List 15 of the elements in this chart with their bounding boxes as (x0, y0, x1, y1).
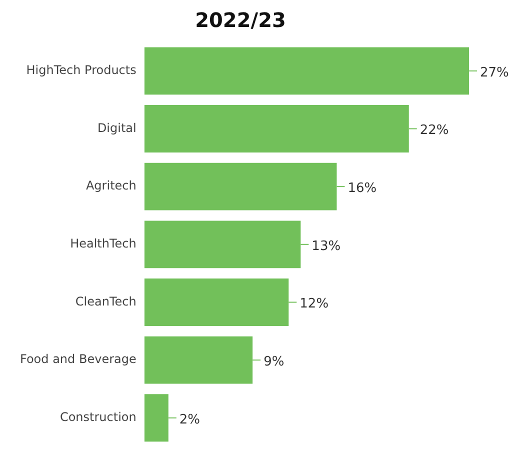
y-tick-label: HealthTech (70, 236, 136, 251)
data-label: 16% (348, 180, 377, 196)
y-tick-label: CleanTech (75, 294, 136, 308)
y-tick-label: HighTech Products (26, 63, 136, 78)
y-tick-label: Construction (60, 410, 136, 424)
data-label: 2% (179, 412, 200, 428)
data-label: 13% (312, 238, 341, 254)
data-label: 12% (300, 296, 329, 312)
data-label: 22% (420, 123, 449, 138)
data-label: 27% (480, 65, 509, 80)
y-tick-label: Agritech (86, 178, 136, 193)
y-tick-label: Food and Beverage (20, 352, 136, 366)
y-tick-label: Digital (97, 120, 136, 135)
data-label: 9% (264, 354, 284, 370)
chart-title: 2022/23 (195, 8, 286, 32)
